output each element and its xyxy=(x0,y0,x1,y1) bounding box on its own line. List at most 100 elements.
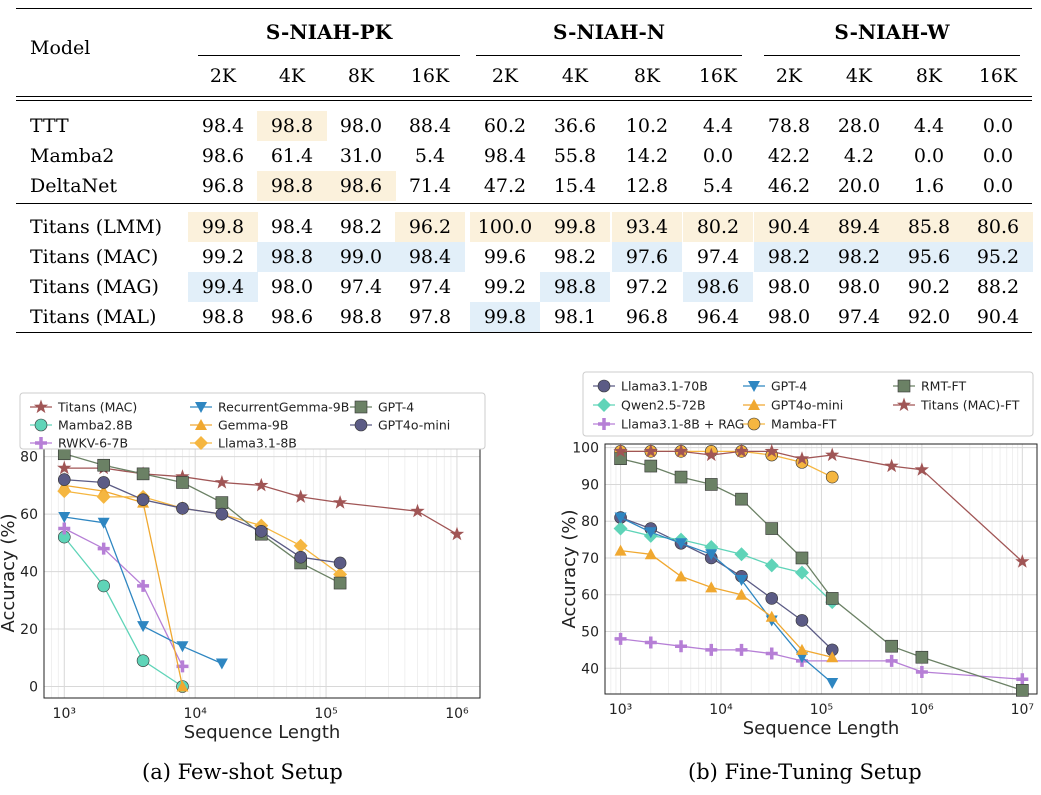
data-point xyxy=(884,458,899,473)
table-cell: 0.0 xyxy=(702,145,734,167)
x-tick-label: 10⁶ xyxy=(910,702,934,718)
table-cell: 98.8 xyxy=(553,276,597,298)
table-cell: 95.2 xyxy=(976,246,1020,268)
table-cell: 89.4 xyxy=(837,216,881,238)
results-table: Model S-NIAH-PK S-NIAH-N S-NIAH-W 2K 4K 8K 16K 2… xyxy=(0,0,1041,340)
table-cell: 5.4 xyxy=(702,175,734,197)
table-cell: 99.6 xyxy=(483,246,527,268)
table-cell: 97.4 xyxy=(696,246,740,268)
data-point xyxy=(674,470,688,484)
highlight-cell xyxy=(612,212,682,242)
table-cell: 98.8 xyxy=(339,306,383,328)
y-tick-label: 70 xyxy=(581,551,599,567)
table-cell: 0.0 xyxy=(982,115,1014,137)
y-tick-label: 80 xyxy=(20,450,38,466)
data-point xyxy=(58,522,71,535)
table-cell: 97.4 xyxy=(339,276,383,298)
data-point xyxy=(734,547,749,562)
header-rule xyxy=(16,100,1032,101)
data-point xyxy=(1016,684,1029,697)
table-cell: 0.0 xyxy=(982,175,1014,197)
table-cell: 85.8 xyxy=(907,216,951,238)
table-cell: 98.0 xyxy=(339,115,383,137)
y-tick-label: 100 xyxy=(572,441,599,457)
data-point xyxy=(57,484,72,499)
legend-marker xyxy=(354,418,368,432)
mid-rule xyxy=(16,203,1032,204)
highlight-cell xyxy=(824,212,894,242)
table-cell: 15.4 xyxy=(553,175,597,197)
legend-label: RMT-FT xyxy=(921,379,966,394)
data-point xyxy=(1015,554,1030,568)
y-tick-label: 0 xyxy=(29,680,38,696)
data-point xyxy=(333,576,347,590)
highlight-cell xyxy=(683,272,753,302)
data-point xyxy=(176,641,189,653)
data-point xyxy=(614,452,627,466)
legend-label: Llama3.1-8B xyxy=(218,436,297,451)
legend-label: Gemma-9B xyxy=(218,418,288,433)
legend-marker xyxy=(748,399,760,410)
highlight-cell xyxy=(824,242,894,272)
data-point xyxy=(885,654,898,667)
table-cell: 28.0 xyxy=(837,115,881,137)
row-label: DeltaNet xyxy=(30,175,118,197)
table-cell: 98.6 xyxy=(201,145,245,167)
legend-label: Mamba-FT xyxy=(771,417,837,432)
legend-label: RecurrentGemma-9B xyxy=(218,400,349,415)
data-point xyxy=(97,542,110,555)
legend-marker xyxy=(194,436,208,450)
legend-marker xyxy=(35,437,47,449)
data-point xyxy=(293,538,308,553)
legend-label: GPT4o-mini xyxy=(771,398,843,413)
data-point xyxy=(614,544,627,556)
data-point xyxy=(137,579,150,592)
table-cell: 96.4 xyxy=(696,306,740,328)
table-cell: 99.8 xyxy=(201,216,245,238)
data-point xyxy=(704,478,718,491)
table-cell: 90.4 xyxy=(767,216,811,238)
table-cell: 99.4 xyxy=(201,276,245,298)
length-header: 2K xyxy=(775,65,803,87)
table-cell: 99.0 xyxy=(339,246,383,268)
table-cell: 98.0 xyxy=(837,276,881,298)
data-point xyxy=(735,588,748,600)
table-cell: 98.0 xyxy=(767,276,811,298)
table-cell: 99.8 xyxy=(483,306,527,328)
length-header: 4K xyxy=(561,65,589,87)
data-point xyxy=(764,443,779,458)
highlight-cell xyxy=(540,272,610,302)
highlight-cell xyxy=(257,171,327,201)
data-point xyxy=(333,495,348,509)
y-tick-label: 60 xyxy=(581,588,599,604)
table-cell: 95.6 xyxy=(907,246,951,268)
highlight-cell xyxy=(754,242,824,272)
data-point xyxy=(735,643,748,656)
top-rule xyxy=(16,8,1032,9)
legend-marker xyxy=(748,381,760,392)
data-point xyxy=(765,592,779,605)
table-cell: 98.2 xyxy=(837,246,881,268)
data-point xyxy=(215,507,229,521)
series-line xyxy=(620,516,833,684)
length-header: 2K xyxy=(491,65,519,87)
caption-b: (b) Fine-Tuning Setup xyxy=(688,760,922,784)
legend-marker xyxy=(747,417,761,431)
data-point xyxy=(914,462,929,476)
table-cell: 36.6 xyxy=(553,115,597,137)
data-point xyxy=(136,654,150,667)
data-point xyxy=(613,521,628,536)
data-point xyxy=(214,475,229,489)
data-point xyxy=(215,658,228,670)
legend-label: Mamba2.8B xyxy=(58,418,133,433)
x-tick-label: 10⁵ xyxy=(314,706,337,722)
table-cell: 42.2 xyxy=(767,145,811,167)
highlight-cell xyxy=(963,242,1033,272)
y-tick-label: 50 xyxy=(581,625,599,641)
table-cell: 98.6 xyxy=(270,306,314,328)
length-header: 16K xyxy=(410,65,450,87)
data-point xyxy=(826,651,839,663)
table-cell: 98.2 xyxy=(339,216,383,238)
series-line xyxy=(64,527,184,667)
table-cell: 5.4 xyxy=(414,145,446,167)
